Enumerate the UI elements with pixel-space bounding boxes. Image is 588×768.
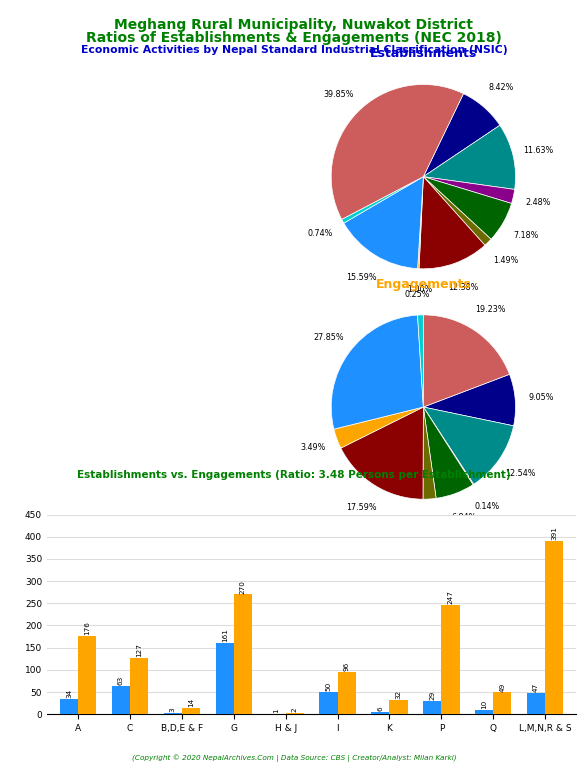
Title: Establishments: Establishments bbox=[370, 48, 477, 60]
Bar bbox=[389, 700, 407, 714]
Wedge shape bbox=[334, 407, 423, 448]
Legend: Establishments (Total: 404), Engagements (Total: 1,404): Establishments (Total: 404), Engagements… bbox=[146, 477, 477, 495]
Wedge shape bbox=[423, 407, 473, 498]
Text: (Copyright © 2020 NepalArchives.Com | Data Source: CBS | Creator/Analyst: Milan : (Copyright © 2020 NepalArchives.Com | Da… bbox=[132, 754, 456, 762]
Text: 7.18%: 7.18% bbox=[513, 231, 539, 240]
Text: 27.85%: 27.85% bbox=[313, 333, 343, 342]
Text: 6: 6 bbox=[377, 706, 383, 710]
Bar bbox=[78, 636, 96, 714]
Wedge shape bbox=[342, 177, 423, 223]
Bar bbox=[493, 693, 512, 714]
Wedge shape bbox=[417, 315, 423, 407]
Wedge shape bbox=[331, 84, 463, 220]
Text: 270: 270 bbox=[240, 580, 246, 594]
Text: 12.54%: 12.54% bbox=[506, 469, 536, 478]
Bar bbox=[60, 699, 78, 714]
Bar bbox=[442, 604, 459, 714]
Bar bbox=[234, 594, 252, 714]
Text: 161: 161 bbox=[222, 628, 228, 642]
Text: 2: 2 bbox=[292, 708, 298, 713]
Wedge shape bbox=[423, 177, 491, 245]
Wedge shape bbox=[344, 177, 423, 269]
Text: 0.14%: 0.14% bbox=[475, 502, 500, 511]
Bar bbox=[475, 710, 493, 714]
Text: 12.38%: 12.38% bbox=[447, 283, 478, 293]
Wedge shape bbox=[423, 177, 512, 239]
Bar bbox=[130, 658, 148, 714]
Text: 127: 127 bbox=[136, 643, 142, 657]
Text: 1.49%: 1.49% bbox=[493, 257, 519, 265]
Bar bbox=[371, 712, 389, 714]
Text: Meghang Rural Municipality, Nuwakot District: Meghang Rural Municipality, Nuwakot Dist… bbox=[115, 18, 473, 31]
Text: 247: 247 bbox=[447, 590, 453, 604]
Bar bbox=[319, 692, 338, 714]
Text: 96: 96 bbox=[343, 661, 350, 670]
Text: 9.05%: 9.05% bbox=[528, 393, 554, 402]
Text: 6.84%: 6.84% bbox=[452, 513, 477, 522]
Text: 391: 391 bbox=[551, 526, 557, 540]
Title: Engagements: Engagements bbox=[376, 278, 471, 290]
Text: 3: 3 bbox=[170, 707, 176, 712]
Bar bbox=[216, 643, 234, 714]
Bar bbox=[527, 694, 545, 714]
Wedge shape bbox=[423, 94, 500, 177]
Bar bbox=[545, 541, 563, 714]
Text: 39.85%: 39.85% bbox=[323, 90, 354, 99]
Bar bbox=[182, 708, 200, 714]
Text: 15.59%: 15.59% bbox=[346, 273, 377, 282]
Text: 63: 63 bbox=[118, 676, 124, 685]
Text: 2.48%: 2.48% bbox=[526, 197, 551, 207]
Wedge shape bbox=[423, 125, 516, 190]
Text: 14: 14 bbox=[188, 698, 194, 707]
Text: 0.25%: 0.25% bbox=[404, 290, 430, 299]
Text: Establishments vs. Engagements (Ratio: 3.48 Persons per Establishment): Establishments vs. Engagements (Ratio: 3… bbox=[77, 470, 511, 480]
Wedge shape bbox=[423, 407, 513, 485]
Text: 8.42%: 8.42% bbox=[488, 83, 513, 92]
Wedge shape bbox=[341, 407, 423, 499]
Text: 17.59%: 17.59% bbox=[346, 503, 376, 511]
Wedge shape bbox=[423, 407, 436, 499]
Bar bbox=[112, 687, 130, 714]
Text: 1: 1 bbox=[273, 708, 280, 713]
Wedge shape bbox=[331, 315, 423, 429]
Legend: A: Agriculture, Forestry & Fishing, C: Manufacturing, B,D,E & F: Mining, Electri: A: Agriculture, Forestry & Fishing, C: M… bbox=[52, 167, 230, 339]
Text: 0.74%: 0.74% bbox=[308, 230, 333, 238]
Text: 34: 34 bbox=[66, 689, 72, 698]
Text: 50: 50 bbox=[326, 682, 332, 691]
Text: 3.49%: 3.49% bbox=[300, 443, 325, 452]
Bar bbox=[338, 672, 356, 714]
Wedge shape bbox=[417, 177, 423, 269]
Wedge shape bbox=[423, 177, 514, 204]
Text: 2.28%: 2.28% bbox=[419, 520, 444, 529]
Wedge shape bbox=[423, 315, 510, 407]
Bar bbox=[423, 701, 442, 714]
Text: 19.23%: 19.23% bbox=[475, 306, 506, 314]
Bar bbox=[286, 713, 304, 714]
Text: 10: 10 bbox=[481, 700, 487, 709]
Wedge shape bbox=[419, 177, 485, 269]
Text: 11.63%: 11.63% bbox=[523, 146, 553, 154]
Text: 32: 32 bbox=[396, 690, 402, 699]
Text: Ratios of Establishments & Engagements (NEC 2018): Ratios of Establishments & Engagements (… bbox=[86, 31, 502, 45]
Wedge shape bbox=[423, 407, 474, 485]
Text: 29: 29 bbox=[429, 691, 435, 700]
Wedge shape bbox=[423, 374, 516, 425]
Text: 49: 49 bbox=[499, 682, 505, 692]
Text: 1.00%: 1.00% bbox=[407, 285, 432, 293]
Text: 47: 47 bbox=[533, 684, 539, 693]
Text: 176: 176 bbox=[84, 621, 90, 635]
Bar bbox=[164, 713, 182, 714]
Text: Economic Activities by Nepal Standard Industrial Classification (NSIC): Economic Activities by Nepal Standard In… bbox=[81, 45, 507, 55]
